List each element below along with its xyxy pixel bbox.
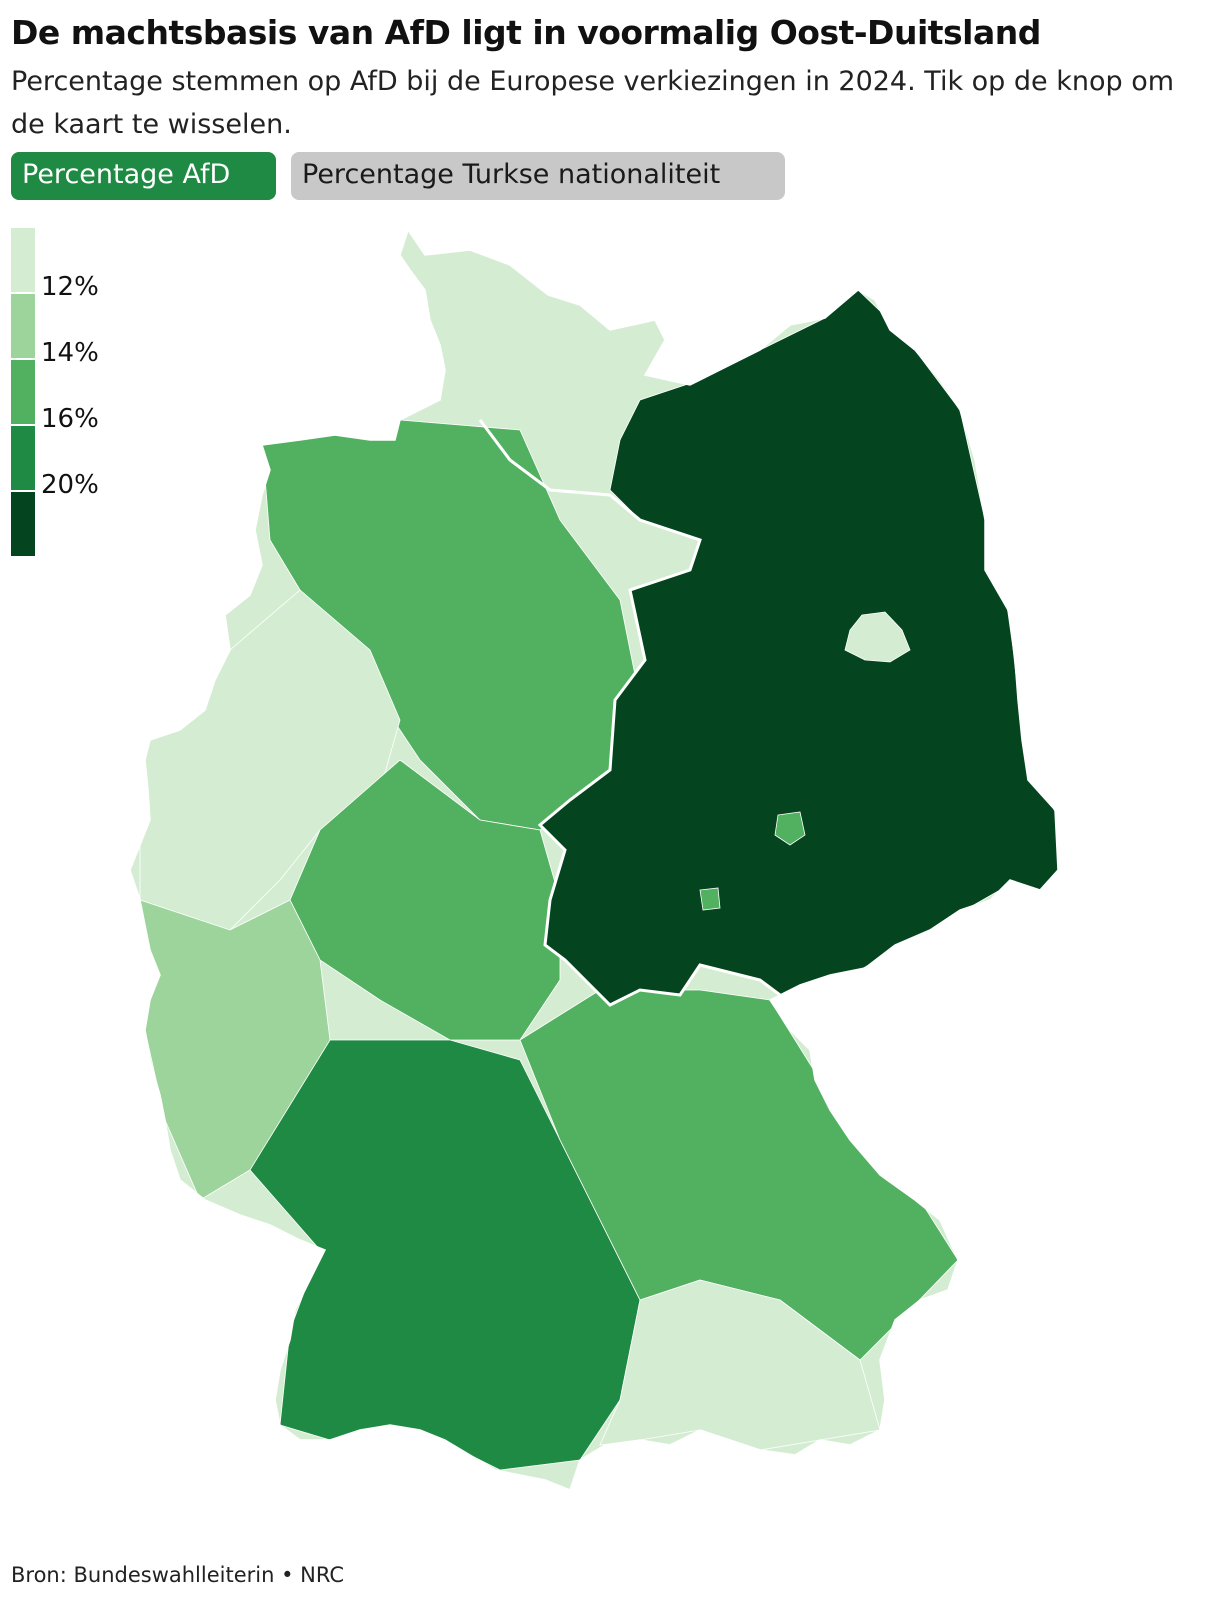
legend-swatch-4 [11,425,35,491]
toggle-turkish-button[interactable]: Percentage Turkse nationaliteit [291,152,785,200]
legend-swatch-5 [11,491,35,556]
region-baden-wurttemberg [249,1039,641,1471]
legend-label-16: 16% [41,404,99,434]
legend-tick [11,424,41,426]
legend-tick [11,490,41,492]
page-title: De machtsbasis van AfD ligt in voormalig… [11,13,1041,52]
legend-swatch-3 [11,359,35,425]
legend-tick [11,358,41,360]
legend-swatch-2 [11,293,35,359]
legend-swatch-1 [11,228,35,293]
former-inner-german-border [478,419,781,1007]
region-bavaria-south [599,1279,881,1451]
source-note: Bron: Bundeswahlleiterin • NRC [11,1563,345,1587]
region-berlin [844,611,911,663]
color-legend: 12% 14% 16% 20% [11,228,131,556]
legend-label-12: 12% [41,272,99,302]
region-chemnitz [699,887,721,911]
toggle-afd-button[interactable]: Percentage AfD [11,152,276,200]
region-leipzig [774,811,806,846]
page-subtitle: Percentage stemmen op AfD bij de Europes… [11,66,1175,140]
legend-label-14: 14% [41,338,99,368]
region-bavaria-north [519,989,959,1361]
legend-tick [11,292,41,294]
legend-label-20: 20% [41,470,99,500]
